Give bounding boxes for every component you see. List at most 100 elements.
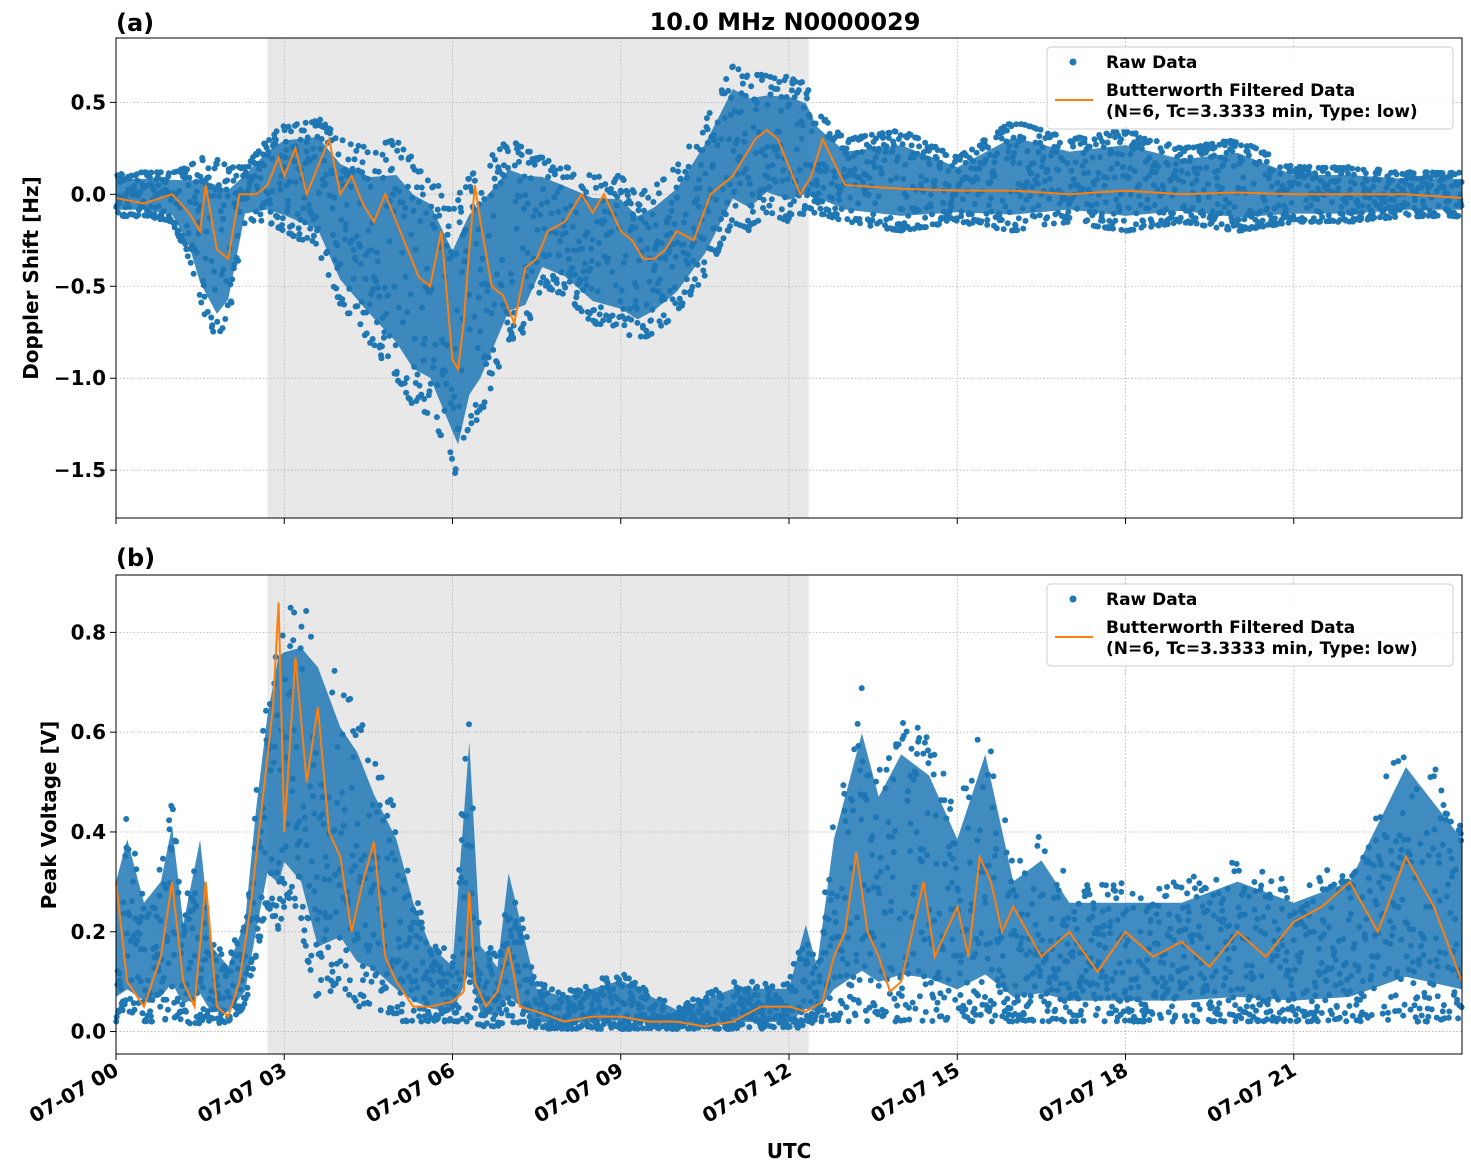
panel-a-raw-point [205,174,212,181]
panel-b-raw-point [739,1021,746,1028]
panel-a-raw-point [1164,221,1171,228]
panel-a-raw-point [922,214,929,221]
panel-a-raw-point [347,141,354,148]
panel-b-raw-point [988,1018,995,1025]
panel-b-raw-point [466,721,472,728]
panel-a-raw-point [470,170,477,177]
panel-b-raw-point [498,1010,505,1017]
panel-a-raw-point [745,217,751,224]
panel-a-raw-point [487,162,494,169]
panel-a-raw-point [322,121,329,128]
panel-b-raw-point [305,915,312,922]
panel-a-raw-point [706,110,713,116]
panel-a-raw-point [849,219,856,226]
panel-a-raw-point [363,330,370,337]
panel-b-raw-point [463,1018,470,1025]
panel-b-raw-point [709,991,716,998]
panel-b-raw-point [455,1004,462,1011]
panel-b-raw-point [287,643,294,650]
panel-a-raw-point [520,329,526,336]
panel-a-raw-point [1211,144,1218,151]
panel-a-raw-point [175,227,182,234]
panel-b-raw-point [1009,1018,1016,1025]
panel-b-raw-point [1308,998,1315,1005]
panel-a-raw-point [573,294,580,301]
panel-b-raw-point [922,1009,929,1015]
panel-a-raw-point [1371,214,1378,221]
panel-a-raw-point [1232,139,1239,146]
panel-b-raw-point [851,746,858,753]
panel-b-raw-point [923,734,930,741]
panel-b-raw-point [1129,890,1136,897]
panel-a-raw-point [783,73,790,80]
panel-b-raw-point [1158,1015,1164,1022]
panel-a-raw-point [310,232,317,239]
panel-b-raw-point [971,1005,978,1012]
panel-b-raw-point [360,993,367,1000]
panel-b-raw-point [387,797,394,803]
panel-b-raw-point [1004,995,1011,1002]
panel-b-raw-point [866,1004,873,1011]
panel-a-raw-point [665,317,672,324]
panel-b-raw-point [639,1025,646,1032]
panel-a-raw-point [820,211,827,218]
panel-b-raw-point [290,637,297,644]
panel-a-ytick-label: 0.0 [71,182,106,206]
panel-b-raw-point [509,1000,516,1007]
panel-a-raw-point [380,334,387,341]
panel-a-raw-point [739,80,746,87]
panel-a-raw-point [641,187,648,194]
panel-a-raw-point [660,176,667,183]
panel-a-raw-point [613,321,620,328]
panel-b-raw-point [661,997,668,1004]
panel-b-raw-point [209,1015,216,1022]
panel-a-raw-point [1000,226,1007,233]
panel-a-raw-point [656,190,662,197]
panel-a-raw-point [157,169,164,176]
panel-b-raw-point [625,975,632,982]
panel-b-raw-point [216,946,223,953]
panel-a-raw-point [1185,144,1192,151]
panel-b-raw-point [1259,868,1266,875]
panel-a-raw-point [447,449,454,456]
panel-b-raw-point [441,1017,448,1024]
panel-a-raw-point [645,194,652,201]
panel-a-raw-point [401,380,408,387]
panel-b-raw-point [368,978,375,985]
panel-b-raw-point [390,802,396,809]
panel-a-raw-point [224,177,231,184]
panel-b-raw-point [291,609,298,616]
panel-b-raw-point [886,990,893,997]
panel-a-raw-point [468,412,475,419]
panel-b-raw-point [916,735,923,741]
panel-a-raw-point [981,137,988,144]
panel-a-raw-point [214,318,221,325]
panel-b-raw-point [1120,1008,1127,1015]
panel-b-raw-point [871,1002,878,1009]
panel-b-raw-point [1052,1006,1059,1013]
panel-b-raw-point [854,720,861,727]
panel-a-raw-point [732,202,739,209]
panel-a-raw-point [354,303,361,310]
panel-a-raw-point [593,184,599,191]
panel-a-raw-point [214,156,221,163]
panel-a-raw-point [518,152,525,158]
panel-b-raw-point [335,975,342,982]
panel-a-raw-point [473,417,480,424]
panel-a-raw-point [768,196,775,203]
panel-a-raw-point [408,153,415,160]
panel-a-raw-point [205,165,212,172]
panel-a-raw-point [788,211,795,218]
panel-a-raw-point [518,143,525,150]
panel-b-raw-point [331,667,338,674]
panel-b-raw-point [186,1020,193,1027]
panel-a-raw-point [701,259,708,266]
panel-b-raw-point [945,987,952,994]
panel-a-raw-point [553,280,560,286]
panel-b-raw-point [966,999,973,1006]
panel-b-raw-point [1156,885,1163,892]
panel-b-raw-point [1256,1017,1262,1024]
panel-a-raw-point [689,283,696,290]
panel-b-raw-point [1109,1003,1115,1010]
panel-b-raw-point [882,1008,889,1015]
